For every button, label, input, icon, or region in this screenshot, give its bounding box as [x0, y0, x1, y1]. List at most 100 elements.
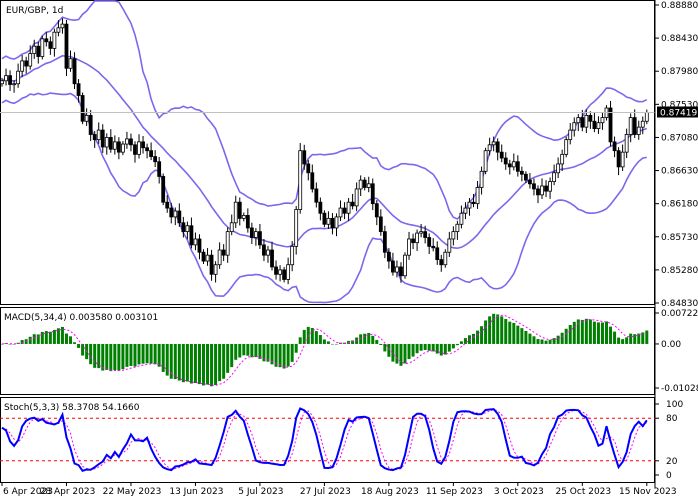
stochastic-panel[interactable]: Stoch(5,3,3) 58.3708 54.1660 [0, 397, 655, 483]
candle-body [20, 60, 25, 72]
macd-bar [367, 332, 371, 344]
candle [282, 266, 287, 283]
candle-body [145, 147, 149, 152]
candle-body [68, 58, 73, 69]
macd-bar [125, 343, 129, 367]
macd-bar [363, 333, 367, 344]
candle [64, 20, 69, 76]
current-price-label: 0.87419 [657, 106, 698, 119]
candle-body [519, 170, 524, 175]
candle-body [415, 232, 419, 244]
candle-body [100, 129, 105, 148]
candle [362, 177, 367, 191]
candle-body [338, 207, 343, 218]
date-tick-label: 18 Aug 2023 [361, 487, 419, 497]
macd-bar [431, 343, 435, 352]
macd-bar [633, 334, 637, 344]
candle [145, 143, 149, 159]
macd-bar [32, 334, 36, 344]
macd-bar [621, 339, 625, 344]
macd-bar [596, 322, 600, 344]
macd-bar [379, 343, 383, 345]
macd-bar [544, 340, 548, 344]
candle [560, 149, 565, 171]
candle [266, 245, 270, 263]
candle-body [407, 238, 411, 256]
candle [249, 222, 254, 244]
candle-body [173, 210, 178, 218]
macd-bar [641, 332, 645, 344]
candle-body [636, 126, 641, 135]
candle-body [8, 75, 12, 85]
macd-bar [371, 335, 375, 344]
candle [423, 225, 428, 244]
candle-body [88, 114, 93, 135]
candle [165, 195, 170, 213]
candle-body [225, 231, 230, 256]
macd-bar [459, 341, 463, 344]
candle-body [330, 217, 335, 229]
macd-bar [101, 343, 105, 371]
candle [588, 111, 593, 129]
macd-bar [508, 321, 512, 344]
candle [310, 164, 315, 193]
macd-bar [564, 328, 568, 344]
macd-bar [97, 343, 101, 369]
candle [60, 18, 65, 34]
candle-body [197, 238, 202, 253]
macd-bar [609, 326, 613, 344]
candle [197, 234, 202, 260]
candle [108, 129, 113, 153]
stoch-signal-line [1, 408, 648, 471]
macd-bar [185, 343, 189, 382]
candle-body [491, 141, 496, 146]
candle-body [262, 244, 266, 256]
macd-bar [145, 343, 149, 364]
candle-body [395, 266, 399, 273]
candle-body [443, 251, 448, 266]
candle-body [580, 117, 585, 128]
candle-body [536, 188, 540, 196]
candle [177, 203, 182, 227]
candle [600, 112, 605, 130]
candle [205, 248, 210, 266]
macd-panel[interactable]: MACD(5,34,4) 0.003580 0.003101 [0, 307, 655, 395]
candle [407, 231, 411, 260]
candle [435, 241, 440, 265]
macd-bar [415, 343, 419, 354]
candle-body [560, 153, 565, 165]
macd-bar [298, 337, 302, 344]
candle-body [205, 254, 210, 262]
candle-body [149, 150, 154, 157]
candle [439, 254, 444, 272]
macd-bar [568, 325, 572, 344]
macd-bar [262, 343, 266, 362]
candle-body [483, 150, 488, 172]
candle [8, 70, 12, 91]
candle [189, 217, 194, 249]
candle-body [447, 238, 452, 253]
candle-body [270, 249, 274, 268]
macd-bar [439, 343, 443, 356]
candle [431, 238, 436, 252]
candle [298, 143, 303, 214]
candle-body [266, 249, 270, 256]
candle [221, 244, 226, 262]
candle-body [475, 187, 480, 205]
candle [378, 209, 383, 236]
candle [20, 55, 25, 78]
price-tick-label: 0.88880 [661, 1, 698, 11]
macd-bar [286, 343, 290, 367]
candle-body [165, 201, 170, 209]
candle [524, 171, 528, 184]
candle [495, 138, 500, 161]
macd-bar [572, 321, 576, 344]
macd-bar [605, 321, 608, 344]
macd-bar [0, 343, 4, 345]
price-panel[interactable]: EUR/GBP, 1d [0, 0, 655, 305]
macd-bar [40, 331, 44, 344]
macd-bar [556, 335, 560, 344]
candle-body [290, 245, 295, 266]
